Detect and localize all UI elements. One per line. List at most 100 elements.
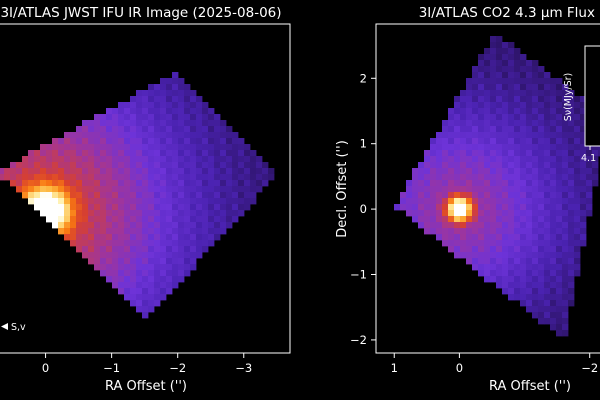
heatmap-cell (526, 60, 533, 67)
heatmap-cell (568, 90, 575, 97)
heatmap-cell (424, 168, 431, 175)
heatmap-cell (250, 156, 257, 163)
heatmap-cell (112, 132, 119, 139)
heatmap-cell (70, 222, 77, 229)
heatmap-cell (532, 186, 539, 193)
heatmap-cell (208, 180, 215, 187)
heatmap-cell (526, 108, 533, 115)
heatmap-cell (550, 276, 557, 283)
heatmap-cell (556, 306, 563, 313)
heatmap-cell (202, 186, 209, 193)
heatmap-cell (568, 282, 575, 289)
heatmap-cell (490, 66, 497, 73)
heatmap-cell (568, 288, 575, 295)
heatmap-cell (124, 150, 131, 157)
heatmap-cell (442, 132, 449, 139)
heatmap-cell (550, 252, 557, 259)
heatmap-cell (478, 102, 485, 109)
y-tick-label: −1 (350, 268, 367, 282)
heatmap-cell (64, 144, 71, 151)
heatmap-cell (442, 240, 449, 247)
heatmap-cell (526, 282, 533, 289)
heatmap-cell (496, 72, 503, 79)
heatmap-cell (532, 222, 539, 229)
heatmap-cell (196, 204, 203, 211)
heatmap-cell (58, 156, 65, 163)
heatmap-cell (532, 240, 539, 247)
heatmap-cell (142, 246, 149, 253)
heatmap-cell (490, 204, 497, 211)
heatmap-cell (172, 282, 179, 289)
heatmap-cell (538, 210, 545, 217)
heatmap-cell (550, 192, 557, 199)
heatmap-cell (580, 138, 587, 145)
heatmap-cell (442, 234, 449, 241)
heatmap-cell (520, 156, 527, 163)
heatmap-cell (160, 204, 167, 211)
heatmap-cell (196, 114, 203, 121)
heatmap-cell (100, 264, 107, 271)
heatmap-cell (460, 252, 467, 259)
heatmap-cell (136, 186, 143, 193)
heatmap-cell (136, 168, 143, 175)
heatmap-cell (538, 72, 545, 79)
heatmap-cell (532, 138, 539, 145)
heatmap-cell (154, 120, 161, 127)
heatmap-cell (556, 216, 563, 223)
heatmap-cell (196, 168, 203, 175)
heatmap-cell (124, 216, 131, 223)
heatmap-cell (88, 138, 95, 145)
heatmap-cell (520, 168, 527, 175)
heatmap-cell (424, 162, 431, 169)
heatmap-cell (100, 186, 107, 193)
heatmap-cell (430, 192, 437, 199)
heatmap-cell (526, 216, 533, 223)
heatmap-cell (94, 150, 101, 157)
heatmap-cell (130, 258, 137, 265)
heatmap-cell (544, 180, 551, 187)
heatmap-cell (166, 150, 173, 157)
heatmap-cell (142, 144, 149, 151)
heatmap-cell (562, 210, 569, 217)
heatmap-cell (196, 126, 203, 133)
heatmap-cell (70, 132, 77, 139)
heatmap-cell (496, 276, 503, 283)
heatmap-cell (448, 192, 455, 199)
heatmap-cell (76, 222, 83, 229)
heatmap-cell (466, 96, 473, 103)
heatmap-cell (592, 150, 599, 157)
heatmap-cell (136, 102, 143, 109)
heatmap-cell (568, 174, 575, 181)
heatmap-cell (508, 192, 515, 199)
heatmap-cell (490, 192, 497, 199)
heatmap-cell (568, 270, 575, 277)
heatmap-cell (514, 288, 521, 295)
heatmap-cell (460, 192, 467, 199)
heatmap-cell (562, 90, 569, 97)
heatmap-cell (136, 216, 143, 223)
heatmap-cell (184, 144, 191, 151)
heatmap-cell (208, 108, 215, 115)
heatmap-cell (148, 222, 155, 229)
heatmap-cell (550, 210, 557, 217)
heatmap-cell (232, 162, 239, 169)
heatmap-cell (484, 96, 491, 103)
heatmap-cell (466, 198, 473, 205)
heatmap-cell (112, 114, 119, 121)
heatmap-cell (34, 180, 41, 187)
heatmap-cell (436, 150, 443, 157)
heatmap-cell (190, 210, 197, 217)
heatmap-cell (106, 132, 113, 139)
heatmap-cell (154, 204, 161, 211)
heatmap-cell (142, 294, 149, 301)
heatmap-cell (466, 156, 473, 163)
heatmap-cell (514, 78, 521, 85)
heatmap-cell (208, 228, 215, 235)
heatmap-cell (400, 204, 407, 211)
heatmap-cell (244, 168, 251, 175)
heatmap-cell (520, 108, 527, 115)
heatmap-cell (454, 126, 461, 133)
heatmap-cell (130, 216, 137, 223)
heatmap-cell (418, 210, 425, 217)
heatmap-cell (520, 186, 527, 193)
